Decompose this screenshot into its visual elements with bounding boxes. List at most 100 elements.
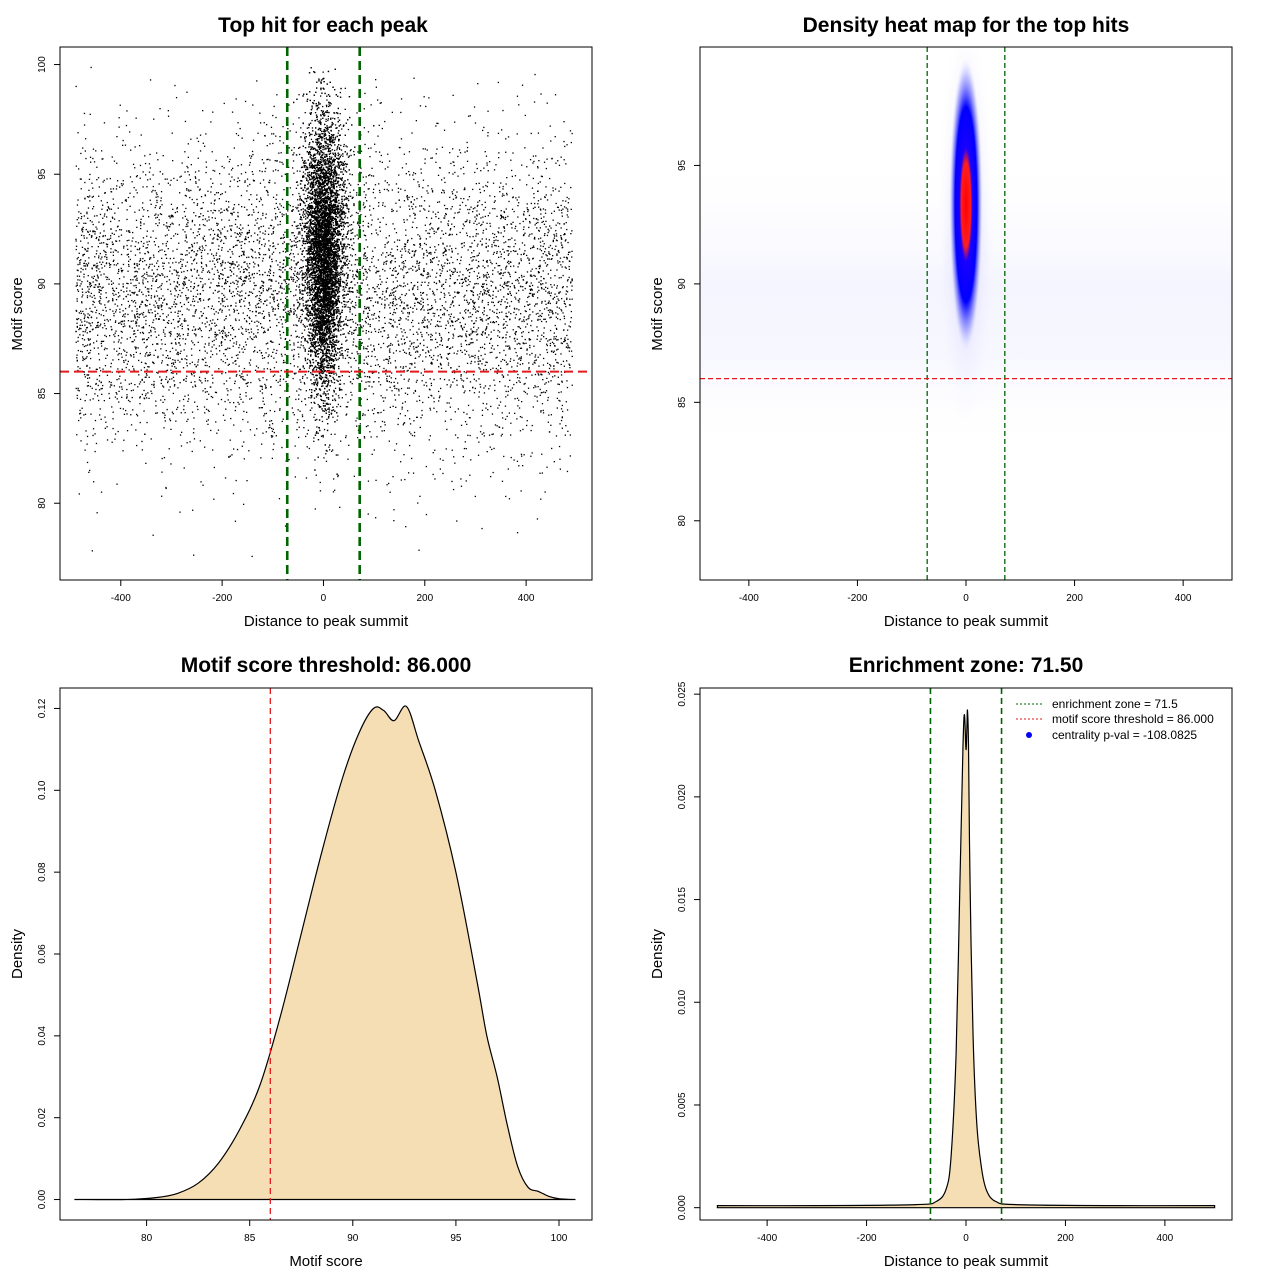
scatter-point — [262, 397, 264, 399]
scatter-point — [88, 377, 91, 379]
scatter-point — [85, 157, 87, 160]
scatter-point — [144, 355, 146, 357]
scatter-point — [419, 210, 421, 212]
scatter-point — [391, 390, 393, 392]
scatter-point — [118, 240, 121, 242]
scatter-point — [489, 161, 491, 163]
scatter-point — [460, 374, 462, 376]
scatter-point — [414, 305, 416, 307]
scatter-point — [519, 377, 521, 379]
scatter-point — [145, 315, 147, 317]
scatter-point — [555, 235, 558, 237]
scatter-point — [394, 312, 397, 314]
scatter-point — [260, 457, 262, 459]
scatter-point — [218, 345, 221, 347]
scatter-point — [485, 319, 487, 321]
scatter-point — [477, 360, 479, 363]
scatter-point — [553, 368, 555, 370]
scatter-point — [127, 399, 130, 402]
scatter-point — [200, 213, 202, 215]
scatter-point — [562, 360, 565, 362]
scatter-point — [429, 259, 432, 261]
scatter-point — [553, 284, 555, 286]
scatter-point — [389, 491, 391, 493]
scatter-point — [123, 320, 126, 322]
scatter-point — [481, 285, 483, 287]
scatter-point — [567, 346, 570, 348]
scatter-point — [76, 322, 78, 324]
scatter-point — [371, 453, 373, 455]
scatter-point — [110, 384, 112, 386]
scatter-point — [548, 230, 550, 232]
scatter-point — [336, 419, 338, 421]
scatter-point — [311, 339, 313, 341]
scatter-point — [440, 340, 442, 342]
scatter-point — [481, 346, 484, 348]
scatter-point — [98, 239, 100, 242]
scatter-point — [499, 381, 501, 383]
scatter-point — [500, 232, 502, 234]
scatter-point — [565, 267, 567, 269]
scatter-point — [292, 123, 294, 125]
scatter-point — [424, 162, 426, 164]
scatter-point — [547, 309, 549, 312]
scatter-point — [306, 325, 308, 327]
scatter-point — [571, 250, 573, 252]
scatter-point — [383, 330, 386, 332]
scatter-point — [232, 167, 234, 169]
scatter-point — [524, 338, 526, 341]
scatter-point — [434, 338, 437, 340]
scatter-point — [118, 352, 120, 355]
scatter-point — [310, 341, 312, 343]
scatter-point — [343, 383, 345, 385]
scatter-point — [262, 274, 264, 276]
scatter-point — [162, 329, 165, 331]
scatter-point — [130, 320, 132, 322]
scatter-point — [440, 317, 442, 319]
scatter-point — [114, 303, 116, 305]
scatter-point — [500, 272, 502, 274]
scatter-point — [549, 344, 551, 347]
scatter-point — [134, 211, 136, 213]
scatter-point — [558, 164, 561, 166]
scatter-point — [234, 360, 236, 362]
scatter-point — [276, 325, 278, 327]
scatter-point — [300, 309, 302, 311]
scatter-point — [443, 265, 445, 267]
scatter-point — [263, 403, 265, 405]
scatter-point — [195, 177, 197, 179]
scatter-point — [138, 316, 140, 319]
scatter-point — [299, 267, 301, 270]
scatter-point — [289, 187, 291, 189]
scatter-point — [320, 291, 322, 293]
scatter-point — [230, 282, 232, 284]
scatter-point — [266, 379, 268, 381]
scatter-point — [295, 206, 297, 209]
scatter-point — [100, 293, 102, 295]
scatter-point — [358, 339, 361, 341]
scatter-point — [220, 359, 222, 361]
scatter-point — [477, 278, 479, 280]
scatter-point — [171, 365, 173, 367]
scatter-point — [538, 160, 540, 162]
scatter-point — [411, 457, 413, 460]
scatter-point — [99, 300, 101, 302]
scatter-point — [534, 373, 537, 376]
scatter-point — [78, 419, 80, 422]
scatter-point — [459, 204, 461, 206]
scatter-point — [189, 179, 191, 181]
scatter-point — [196, 262, 198, 264]
scatter-point — [187, 333, 189, 335]
scatter-point — [282, 163, 284, 165]
scatter-point — [129, 304, 131, 307]
scatter-point — [226, 298, 228, 300]
scatter-point — [362, 230, 365, 232]
scatter-point — [154, 331, 156, 333]
scatter-point — [382, 217, 384, 219]
scatter-point — [127, 360, 129, 363]
scatter-point — [484, 332, 486, 334]
scatter-point — [328, 103, 330, 105]
scatter-point — [401, 408, 403, 410]
scatter-point — [220, 239, 223, 241]
scatter-point — [339, 506, 341, 508]
